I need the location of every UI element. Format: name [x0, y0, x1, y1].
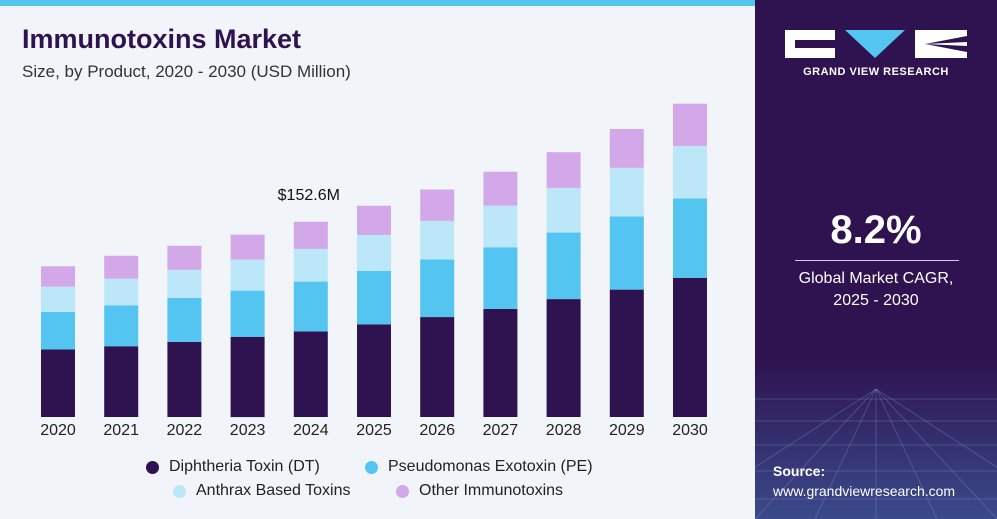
info-panel: GRAND VIEW RESEARCH 8.2% Global Market C… — [755, 0, 997, 519]
legend-item-anthrax: Anthrax Based Toxins — [173, 482, 350, 500]
bar-segment-2025-s3 — [357, 205, 391, 235]
bar-segment-2024-s1 — [293, 281, 328, 332]
bar-segment-2028-s1 — [546, 232, 581, 300]
cagr-divider — [795, 260, 959, 261]
bar-segment-2020-s2 — [41, 286, 75, 312]
bar-segment-2029-s3 — [609, 129, 644, 168]
bar-segment-2021-s3 — [104, 255, 139, 279]
bar-segment-2024-s3 — [293, 221, 328, 249]
bar-segment-2029-s2 — [609, 167, 644, 217]
legend-swatch-anthrax — [173, 484, 186, 498]
bar-segment-2020-s0 — [41, 349, 75, 417]
accent-bar — [0, 0, 755, 6]
bar-segment-2020-s3 — [41, 266, 75, 287]
bar-segment-2026-s1 — [420, 259, 455, 317]
cagr-label-line1: Global Market CAGR, — [798, 270, 954, 287]
cagr-label-line2: 2025 - 2030 — [833, 292, 919, 309]
bar-segment-2025-s0 — [357, 324, 391, 417]
bar-segment-2022-s1 — [167, 297, 202, 342]
x-tick-label-2026: 2026 — [419, 422, 455, 439]
legend-item-dt: Diphtheria Toxin (DT) — [146, 458, 320, 476]
bar-segment-2026-s0 — [420, 317, 455, 417]
x-tick-label-2024: 2024 — [293, 422, 329, 439]
grid-background — [755, 359, 997, 519]
bar-segment-2024-s0 — [293, 331, 328, 417]
bar-segment-2022-s0 — [167, 341, 202, 417]
legend-label-dt: Diphtheria Toxin (DT) — [169, 458, 320, 475]
x-tick-label-2028: 2028 — [546, 422, 582, 439]
bar-segment-2026-s3 — [420, 189, 455, 221]
bar-segment-2026-s2 — [420, 220, 455, 260]
bar-segment-2025-s1 — [357, 270, 391, 325]
brand-name: GRAND VIEW RESEARCH — [803, 66, 949, 78]
bar-segment-2023-s1 — [230, 290, 265, 337]
bar-segment-2028-s3 — [546, 152, 581, 188]
bar-segment-2027-s1 — [483, 247, 518, 309]
chart-title: Immunotoxins Market — [22, 24, 302, 54]
cagr-label: Global Market CAGR, 2025 - 2030 — [755, 268, 997, 312]
x-tick-label-2025: 2025 — [356, 422, 392, 439]
bar-segment-2021-s2 — [104, 278, 139, 306]
bar-segment-2027-s2 — [483, 205, 518, 248]
bar-segment-2028-s0 — [546, 299, 581, 417]
legend-label-other: Other Immunotoxins — [419, 482, 564, 499]
stacked-bar-chart: 2020 2021 2022 2023 2024 $152.6M 2025 2026 2027 2… — [40, 103, 708, 439]
chart-legend: Diphtheria Toxin (DT) Pseudomonas Exotox… — [0, 452, 755, 512]
source-url[interactable]: www.grandviewresearch.com — [773, 483, 956, 499]
bar-segment-2030-s1 — [673, 198, 707, 278]
cagr-value: 8.2% — [830, 208, 922, 252]
x-tick-label-2020: 2020 — [40, 422, 76, 439]
legend-swatch-pe — [365, 460, 378, 474]
total-value-label: $152.6M — [278, 187, 340, 204]
bar-segment-2027-s0 — [483, 308, 518, 417]
legend-label-pe: Pseudomonas Exotoxin (PE) — [388, 458, 593, 475]
x-tick-label-2021: 2021 — [103, 422, 139, 439]
chart-subtitle: Size, by Product, 2020 - 2030 (USD Milli… — [22, 62, 351, 81]
gvr-logo-icon — [785, 30, 967, 58]
bar-segment-2024-s2 — [293, 248, 328, 282]
bar-segment-2027-s3 — [483, 171, 518, 206]
legend-swatch-other — [396, 484, 409, 498]
legend-swatch-dt — [146, 460, 159, 474]
bar-segment-2029-s0 — [609, 289, 644, 417]
x-tick-label-2023: 2023 — [230, 422, 266, 439]
bar-segment-2028-s2 — [546, 187, 581, 233]
x-tick-label-2027: 2027 — [483, 422, 519, 439]
x-tick-label-2029: 2029 — [609, 422, 645, 439]
bar-segment-2030-s3 — [673, 103, 707, 146]
source-label: Source: — [773, 463, 826, 479]
legend-item-other: Other Immunotoxins — [396, 482, 563, 500]
bar-segment-2023-s3 — [230, 234, 265, 260]
bar-segment-2023-s0 — [230, 336, 265, 418]
bar-segment-2030-s0 — [673, 277, 707, 417]
legend-item-pe: Pseudomonas Exotoxin (PE) — [365, 458, 593, 476]
x-tick-label-2022: 2022 — [167, 422, 203, 439]
bar-segment-2020-s1 — [41, 311, 75, 350]
legend-label-anthrax: Anthrax Based Toxins — [196, 482, 351, 499]
bar-segment-2022-s2 — [167, 269, 202, 298]
bar-segment-2030-s2 — [673, 145, 707, 199]
bar-segment-2023-s2 — [230, 259, 265, 291]
bar-segment-2021-s0 — [104, 346, 139, 417]
chart-panel: Immunotoxins Market Size, by Product, 20… — [0, 0, 755, 519]
bar-segment-2021-s1 — [104, 305, 139, 347]
bar-segment-2022-s3 — [167, 245, 202, 270]
bar-segment-2025-s2 — [357, 235, 391, 271]
bar-segment-2029-s1 — [609, 216, 644, 290]
x-tick-label-2030: 2030 — [672, 422, 708, 439]
